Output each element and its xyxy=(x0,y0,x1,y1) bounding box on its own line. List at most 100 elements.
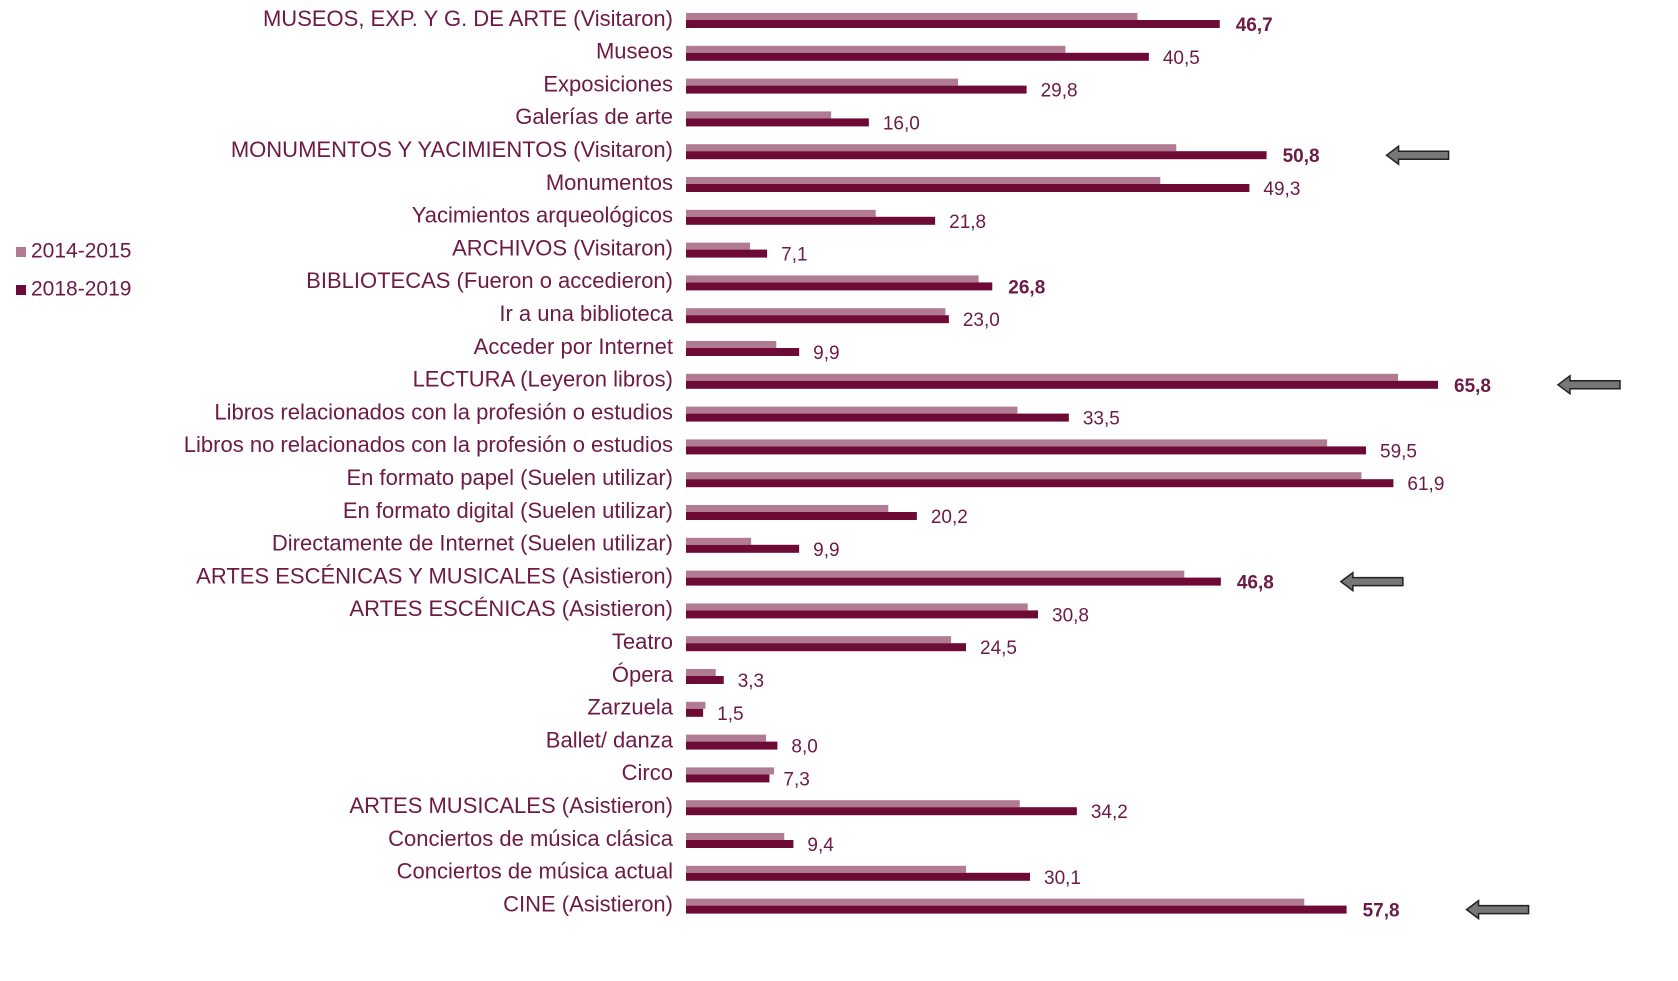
value-label: 49,3 xyxy=(1263,179,1300,200)
bar xyxy=(686,701,706,709)
bar xyxy=(686,676,724,684)
category-label: Galerías de arte xyxy=(515,104,673,129)
category-label: Ir a una biblioteca xyxy=(499,301,673,326)
value-label: 24,5 xyxy=(980,638,1017,659)
value-label: 7,1 xyxy=(781,245,807,266)
bar xyxy=(686,406,1018,414)
category-label: En formato papel (Suelen utilizar) xyxy=(347,465,674,490)
category-label: MUSEOS, EXP. Y G. DE ARTE (Visitaron) xyxy=(263,6,673,31)
bar xyxy=(686,872,1030,881)
bar xyxy=(686,807,1077,816)
bar xyxy=(686,348,800,356)
value-label: 8,0 xyxy=(791,737,817,758)
bar xyxy=(686,282,993,291)
bar xyxy=(686,734,766,742)
bar xyxy=(686,505,889,512)
bar xyxy=(686,905,1347,914)
bar xyxy=(686,151,1267,160)
category-label: Libros relacionados con la profesión o e… xyxy=(214,399,673,424)
value-label: 3,3 xyxy=(738,671,764,692)
bar xyxy=(686,78,958,86)
bar xyxy=(686,544,800,553)
arrow-icon xyxy=(1556,374,1621,396)
category-label: BIBLIOTECAS (Fueron o accedieron) xyxy=(306,268,673,293)
bar xyxy=(686,708,704,717)
bar xyxy=(686,512,917,520)
category-label: Zarzuela xyxy=(587,695,673,720)
bar xyxy=(686,439,1328,447)
value-label: 29,8 xyxy=(1041,81,1078,102)
bar xyxy=(686,315,949,324)
category-label: En formato digital (Suelen utilizar) xyxy=(343,498,673,523)
bar xyxy=(686,341,777,348)
bar xyxy=(686,52,1149,61)
bar xyxy=(686,20,1220,28)
category-label: Monumentos xyxy=(546,170,673,195)
category-label: CINE (Asistieron) xyxy=(503,891,673,916)
value-label: 65,8 xyxy=(1454,376,1491,397)
bar xyxy=(686,13,1138,20)
category-label: Ballet/ danza xyxy=(546,727,674,752)
category-label: MONUMENTOS Y YACIMIENTOS (Visitaron) xyxy=(231,137,673,162)
value-label: 57,8 xyxy=(1363,901,1400,922)
bar xyxy=(686,242,750,250)
bar xyxy=(686,741,778,750)
category-label: ARTES ESCÉNICAS Y MUSICALES (Asistieron) xyxy=(196,563,673,588)
category-label: Acceder por Internet xyxy=(474,334,673,359)
legend-swatch xyxy=(16,285,26,295)
legend-swatch xyxy=(16,247,26,257)
category-label: Yacimientos arqueológicos xyxy=(412,203,673,228)
bar xyxy=(686,865,966,873)
category-label: Conciertos de música actual xyxy=(397,859,673,884)
value-label: 16,0 xyxy=(883,113,920,134)
value-label: 40,5 xyxy=(1163,48,1200,69)
bar xyxy=(686,767,774,775)
bar xyxy=(686,537,752,545)
bar xyxy=(686,177,1161,184)
bar xyxy=(686,111,832,119)
bar xyxy=(686,774,770,783)
category-label: Directamente de Internet (Suelen utiliza… xyxy=(272,531,673,556)
category-label: Circo xyxy=(622,760,673,785)
bar xyxy=(686,118,869,127)
value-label: 1,5 xyxy=(717,704,743,725)
value-label: 26,8 xyxy=(1008,277,1045,298)
category-label: ARCHIVOS (Visitaron) xyxy=(452,235,673,260)
value-label: 9,9 xyxy=(813,540,839,561)
bar xyxy=(686,479,1394,488)
bar xyxy=(686,380,1438,389)
arrow-icon xyxy=(1339,571,1404,593)
bar xyxy=(686,472,1362,480)
category-label: ARTES MUSICALES (Asistieron) xyxy=(349,793,673,818)
value-label: 33,5 xyxy=(1083,409,1120,430)
value-label: 21,8 xyxy=(949,212,986,233)
category-label: Conciertos de música clásica xyxy=(388,826,674,851)
category-label: Exposiciones xyxy=(543,71,673,96)
value-label: 9,4 xyxy=(807,835,834,856)
bar xyxy=(686,184,1250,192)
bar xyxy=(686,610,1038,619)
bar xyxy=(686,275,979,283)
bar xyxy=(686,446,1366,455)
arrow-icon xyxy=(1465,899,1530,921)
value-label: 20,2 xyxy=(931,507,968,528)
value-label: 23,0 xyxy=(963,310,1000,331)
value-label: 30,8 xyxy=(1052,605,1089,626)
bar xyxy=(686,216,936,225)
bar xyxy=(686,85,1027,94)
value-label: 30,1 xyxy=(1044,868,1081,889)
legend-label: 2014-2015 xyxy=(31,240,131,263)
bar xyxy=(686,413,1069,422)
value-label: 59,5 xyxy=(1380,441,1417,462)
bar xyxy=(686,577,1221,586)
category-label: Ópera xyxy=(612,662,674,687)
category-label: ARTES ESCÉNICAS (Asistieron) xyxy=(349,596,673,621)
bar xyxy=(686,898,1305,906)
bar xyxy=(686,669,716,676)
legend-label: 2018-2019 xyxy=(31,278,131,301)
arrow-icon xyxy=(1385,144,1450,166)
value-label: 46,8 xyxy=(1237,573,1274,594)
bar xyxy=(686,45,1066,53)
value-label: 34,2 xyxy=(1091,802,1128,823)
